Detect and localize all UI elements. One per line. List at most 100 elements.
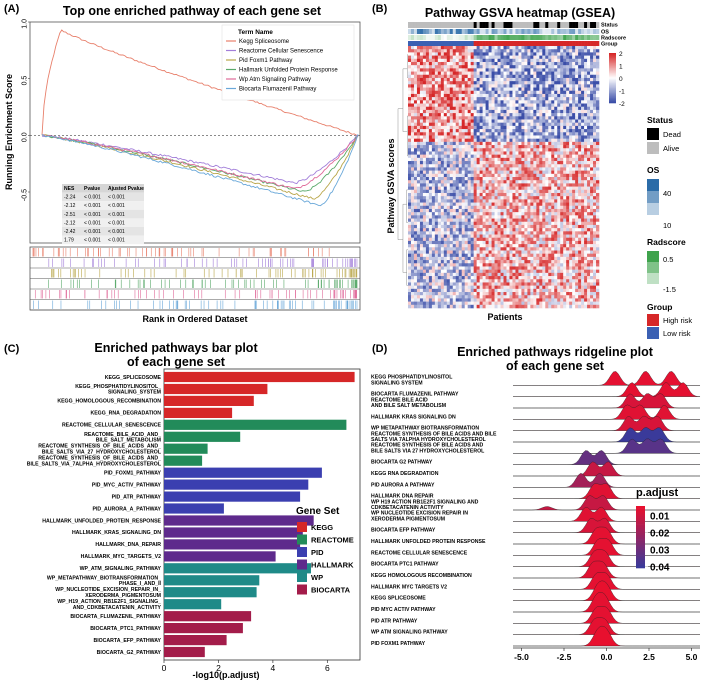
- heatmap-cell: [455, 90, 460, 95]
- heatmap-cell: [408, 202, 412, 207]
- heatmap-cell: [488, 55, 492, 60]
- heatmap-cell: [428, 212, 433, 216]
- heatmap-cell: [566, 145, 570, 149]
- heatmap-cell: [545, 173, 549, 178]
- heatmap-cell: [410, 55, 415, 60]
- heatmap-cell: [476, 208, 480, 213]
- heatmap-cell: [506, 215, 510, 219]
- heatmap-cell: [413, 55, 418, 60]
- heatmap-cell: [446, 205, 451, 210]
- heatmap-cell: [524, 244, 528, 248]
- heatmap-cell: [431, 205, 436, 210]
- heatmap-cell: [560, 125, 564, 130]
- heatmap-cell: [422, 154, 427, 159]
- heatmap-cell: [413, 250, 418, 254]
- heatmap-cell: [461, 228, 465, 232]
- heatmap-cell: [497, 58, 501, 63]
- heatmap-cell: [515, 192, 519, 197]
- heatmap-cell: [581, 148, 585, 152]
- heatmap-cell: [533, 55, 537, 60]
- heatmap-cell: [563, 157, 567, 162]
- heatmap-cell: [593, 170, 597, 175]
- heatmap-cell: [536, 113, 540, 117]
- heatmap-cell: [566, 106, 570, 111]
- heatmap-cell: [431, 221, 436, 226]
- heatmap-cell: [428, 109, 433, 114]
- heatmap-cell: [572, 61, 576, 66]
- heatmap-cell: [569, 192, 573, 197]
- heatmap-cell: [470, 52, 474, 56]
- heatmap-cell: [434, 49, 439, 53]
- heatmap-cell: [479, 93, 483, 98]
- heatmap-cell: [476, 113, 480, 117]
- heatmap-cell: [467, 65, 471, 69]
- heatmap-cell: [554, 84, 558, 88]
- heatmap-cell: [437, 205, 442, 210]
- heatmap-annotation-os-cell: [425, 29, 430, 34]
- heatmap-cell: [518, 240, 522, 245]
- heatmap-cell: [587, 132, 591, 136]
- heatmap-cell: [575, 135, 579, 139]
- heatmap-cell: [521, 228, 525, 232]
- heatmap-annotation-group-cell: [476, 41, 480, 46]
- heatmap-cell: [425, 202, 430, 207]
- heatmap-cell: [584, 65, 588, 69]
- heatmap-annotation-group-cell: [545, 41, 549, 46]
- heatmap-cell: [488, 90, 492, 95]
- heatmap-cell: [587, 77, 591, 82]
- heatmap-cell: [584, 231, 588, 235]
- heatmap-cell: [413, 49, 418, 53]
- heatmap-cell: [560, 132, 564, 136]
- heatmap-cell: [539, 77, 543, 82]
- heatmap-cell: [578, 100, 582, 104]
- heatmap-annotation-os-cell: [575, 29, 579, 34]
- heatmap-cell: [518, 74, 522, 79]
- heatmap-cell: [491, 49, 495, 53]
- heatmap-cell: [521, 109, 525, 114]
- heatmap-annotation-status-cell: [557, 22, 561, 28]
- heatmap-cell: [458, 122, 463, 127]
- heatmap-cell: [479, 180, 483, 184]
- heatmap-cell: [443, 240, 448, 245]
- heatmap-cell: [485, 52, 489, 56]
- heatmap-cell: [428, 113, 433, 117]
- heatmap-cell: [527, 173, 531, 178]
- heatmap-cell: [596, 65, 600, 69]
- heatmap-cell: [524, 55, 528, 60]
- heatmap-cell: [485, 71, 489, 76]
- heatmap-cell: [533, 154, 537, 159]
- heatmap-cell: [446, 103, 451, 108]
- heatmap-cell: [428, 224, 433, 229]
- heatmap-cell: [539, 167, 543, 171]
- heatmap-cell: [476, 74, 480, 79]
- heatmap-cell: [494, 205, 498, 210]
- heatmap-cell: [542, 208, 546, 213]
- heatmap-cell: [536, 157, 540, 162]
- heatmap-cell: [500, 244, 504, 248]
- heatmap-cell: [545, 129, 549, 133]
- heatmap-cell: [485, 74, 489, 79]
- heatmap-cell: [440, 183, 445, 187]
- heatmap-cell: [536, 55, 540, 60]
- heatmap-cell: [521, 215, 525, 219]
- heatmap-cell: [596, 46, 600, 50]
- heatmap-cell: [521, 138, 525, 143]
- heatmap-cell: [596, 208, 600, 213]
- heatmap-cell: [416, 212, 421, 216]
- heatmap-cell: [434, 119, 439, 123]
- heatmap-cell: [422, 218, 427, 223]
- heatmap-cell: [542, 125, 546, 130]
- heatmap-cell: [596, 122, 600, 127]
- heatmap-cell: [425, 154, 430, 159]
- heatmap-cell: [419, 141, 424, 146]
- heatmap-cell: [551, 205, 555, 210]
- heatmap-cell: [506, 55, 510, 60]
- heatmap-cell: [491, 100, 495, 104]
- heatmap-cell: [455, 77, 460, 82]
- heatmap-cell: [536, 177, 540, 181]
- heatmap-cell: [437, 253, 442, 258]
- heatmap-cell: [491, 177, 495, 181]
- heatmap-cell: [464, 93, 468, 98]
- heatmap-cell: [548, 132, 552, 136]
- heatmap-cell: [578, 58, 582, 63]
